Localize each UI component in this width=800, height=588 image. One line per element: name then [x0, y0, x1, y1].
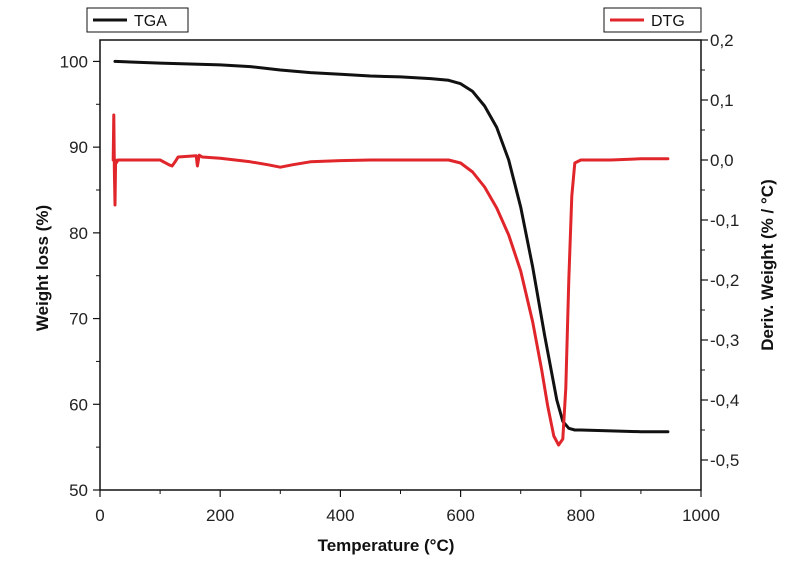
x-tick-label: 600: [446, 506, 474, 525]
y-left-axis: 50 60 70 80 90 100: [60, 52, 100, 500]
y-right-tick-label: 0,1: [710, 91, 734, 110]
y-right-tick-label: -0,3: [710, 331, 739, 350]
y-left-tick-label: 50: [69, 481, 88, 500]
x-tick-label: 1000: [682, 506, 720, 525]
series-layer: [111, 59, 670, 447]
y-right-tick-label: 0,2: [710, 31, 734, 50]
y-right-axis: 0,2 0,1 0,0 -0,1 -0,2 -0,3 -0,4 -0,5: [701, 31, 739, 470]
y-left-tick-label: 90: [69, 138, 88, 157]
series-line-dtg: [111, 113, 670, 447]
y-left-axis-title: Weight loss (%): [33, 205, 52, 331]
legend-dtg: DTG: [603, 7, 702, 33]
y-right-tick-label: 0,0: [710, 151, 734, 170]
y-right-axis-title: Deriv. Weight (% / °C): [758, 179, 777, 350]
series-line-tga: [113, 59, 670, 434]
x-tick-label: 800: [567, 506, 595, 525]
legend-tga: TGA: [86, 7, 189, 33]
x-tick-label: 200: [206, 506, 234, 525]
legend-tga-label: TGA: [134, 13, 167, 30]
y-right-tick-label: -0,4: [710, 391, 739, 410]
y-left-tick-label: 70: [69, 310, 88, 329]
x-axis-title: Temperature (°C): [318, 536, 455, 555]
x-tick-label: 0: [95, 506, 104, 525]
plot-border: [99, 39, 702, 491]
y-right-tick-label: -0,1: [710, 211, 739, 230]
y-left-tick-label: 100: [60, 52, 88, 71]
y-left-tick-label: 60: [69, 395, 88, 414]
y-right-tick-label: -0,5: [710, 451, 739, 470]
x-axis: 0 200 400 600 800 1000: [95, 490, 720, 525]
y-left-tick-label: 80: [69, 224, 88, 243]
x-tick-label: 400: [326, 506, 354, 525]
y-right-tick-label: -0,2: [710, 271, 739, 290]
legend-dtg-label: DTG: [651, 13, 685, 30]
plot-frame: [99, 39, 702, 491]
